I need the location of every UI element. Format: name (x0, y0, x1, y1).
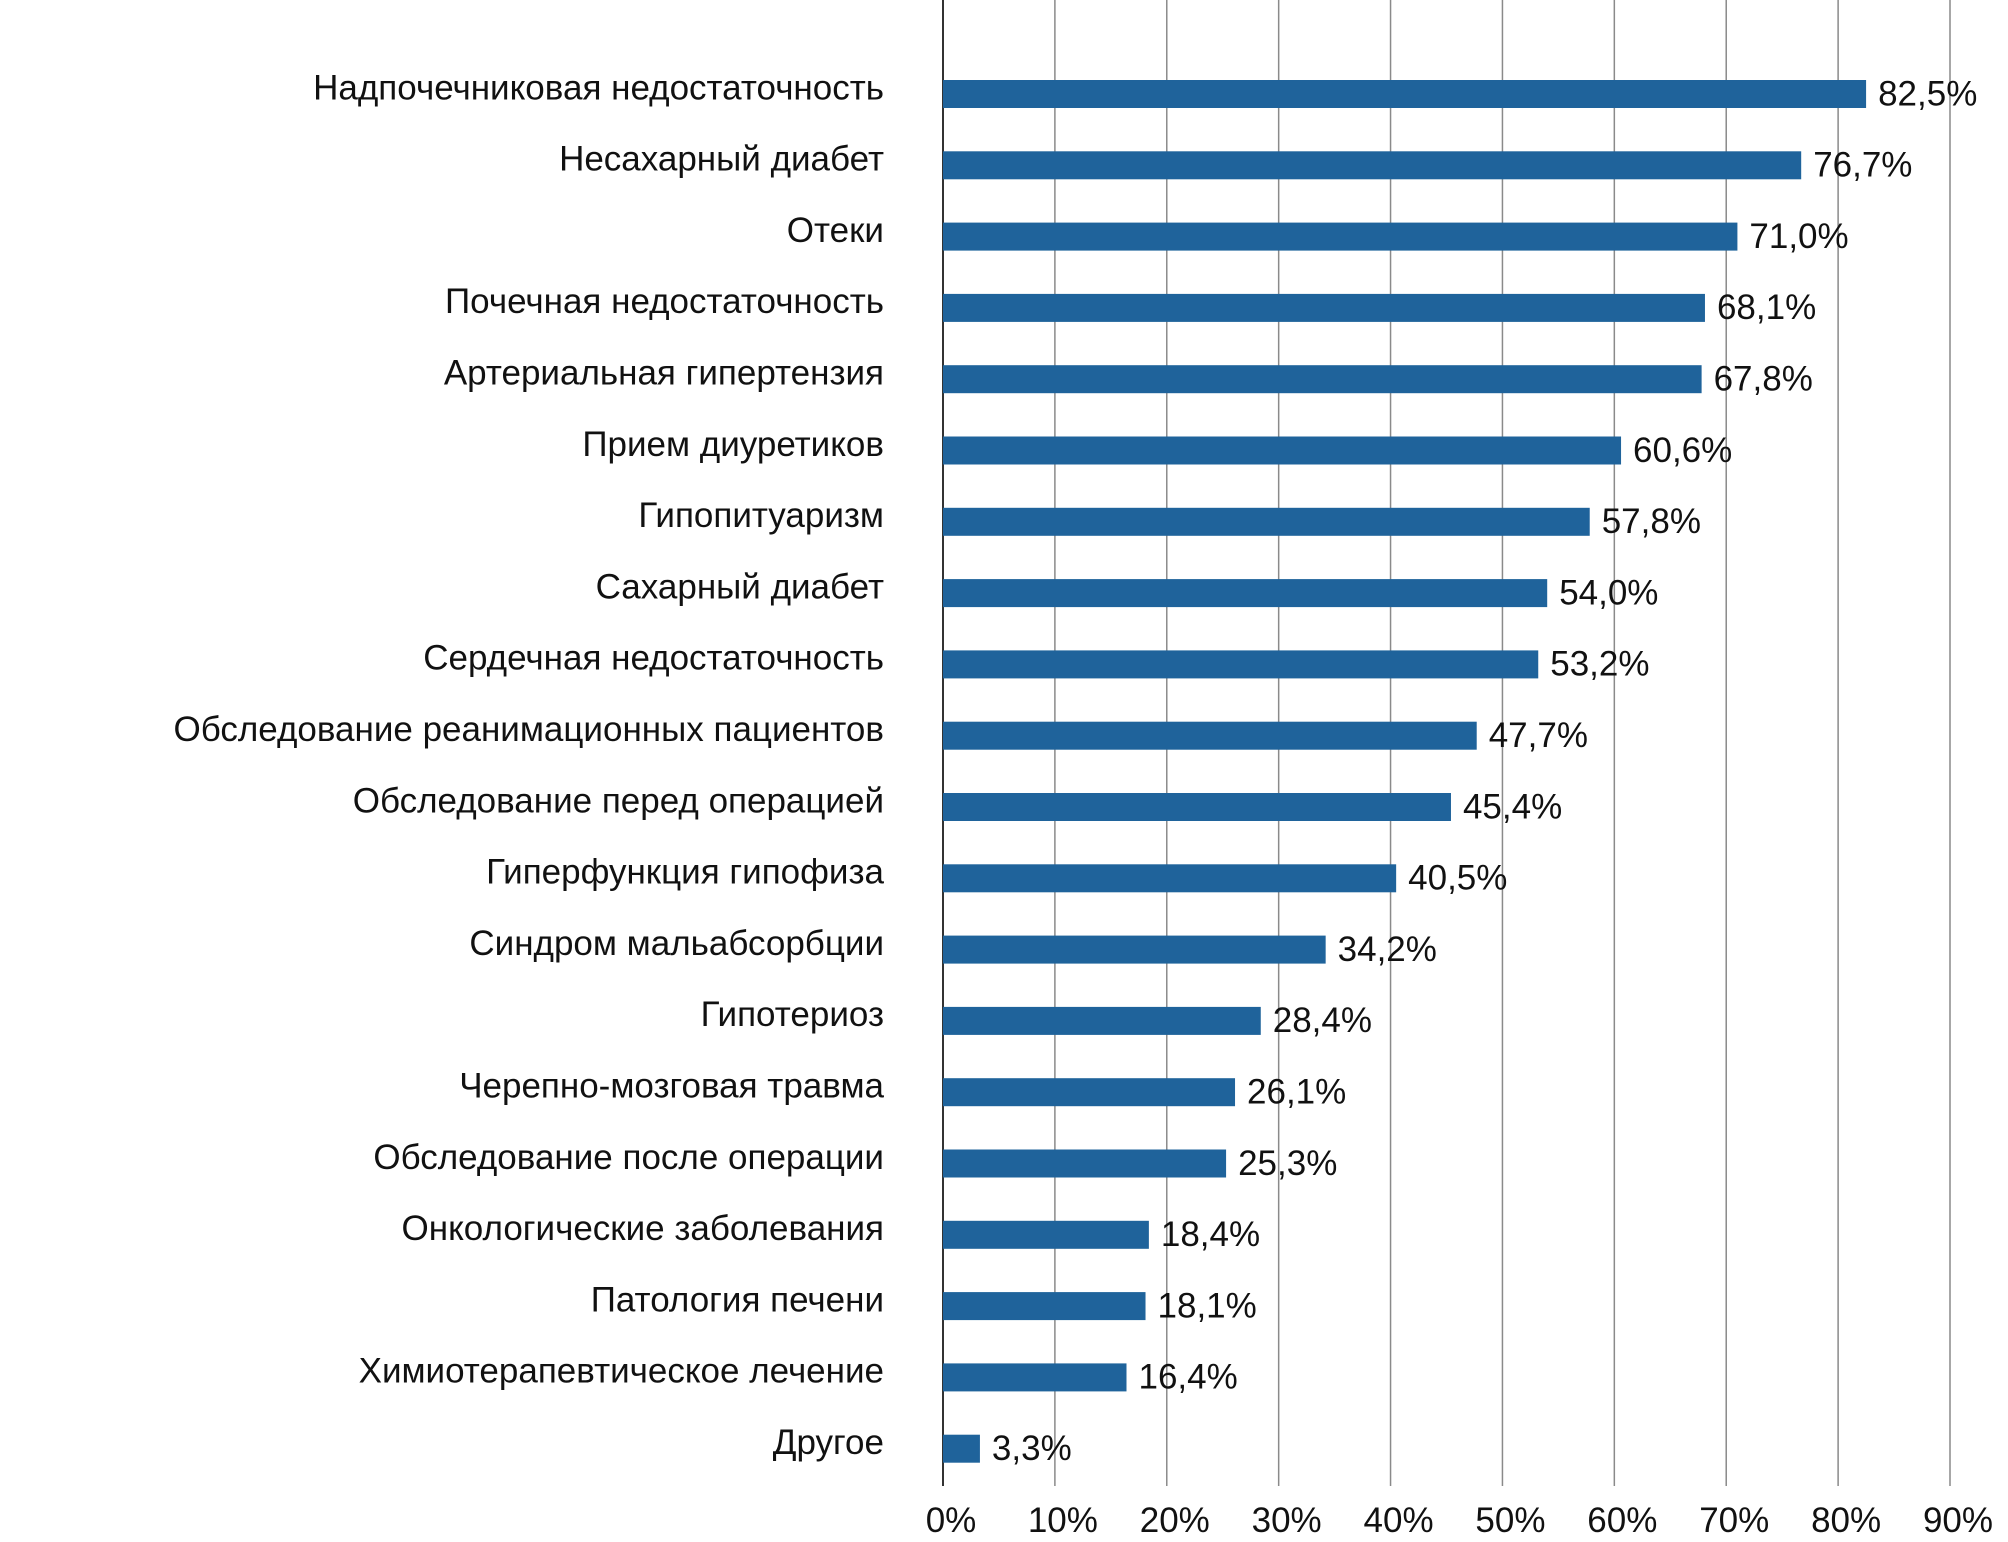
category-label: Синдром мальабсорбции (469, 924, 884, 963)
value-label: 60,6% (1633, 431, 1732, 470)
bar (943, 507, 1590, 536)
category-label: Обследование реанимационных пациентов (173, 710, 884, 749)
bar (943, 1078, 1236, 1107)
category-label: Химиотерапевтическое лечение (359, 1352, 884, 1391)
value-label: 45,4% (1463, 787, 1562, 826)
value-label: 3,3% (992, 1429, 1072, 1468)
bar (943, 1363, 1127, 1392)
value-label: 28,4% (1273, 1001, 1372, 1040)
bar (943, 793, 1451, 821)
x-tick-label: 70% (1699, 1501, 1769, 1540)
value-label: 57,8% (1602, 502, 1701, 541)
value-label: 18,1% (1158, 1286, 1257, 1325)
x-tick-label: 50% (1475, 1501, 1545, 1540)
bar (943, 365, 1702, 394)
x-tick-label: 80% (1811, 1501, 1881, 1540)
value-label: 82,5% (1878, 74, 1977, 113)
category-label: Обследование после операции (373, 1138, 884, 1177)
value-label: 16,4% (1138, 1358, 1237, 1397)
bar (943, 1220, 1149, 1249)
value-label: 40,5% (1408, 859, 1507, 898)
category-label: Гипотериоз (701, 995, 884, 1034)
value-label: 67,8% (1714, 359, 1813, 398)
category-label: Черепно-мозговая травма (459, 1066, 884, 1105)
x-tick-label: 20% (1140, 1501, 1210, 1540)
category-label: Сахарный диабет (596, 567, 884, 606)
category-label: Почечная недостаточность (445, 282, 884, 321)
x-tick-label: 10% (1028, 1501, 1098, 1540)
x-tick-label: 60% (1587, 1501, 1657, 1540)
bar (943, 721, 1477, 750)
bar (943, 650, 1539, 679)
bar (943, 151, 1802, 180)
bar (943, 579, 1548, 608)
category-label: Отеки (787, 211, 884, 250)
x-tick-label: 40% (1364, 1501, 1434, 1540)
x-tick-label: 90% (1923, 1501, 1993, 1540)
category-label: Онкологические заболевания (402, 1209, 884, 1248)
value-label: 76,7% (1813, 146, 1912, 185)
value-label: 54,0% (1559, 573, 1658, 612)
category-label: Прием диуретиков (582, 425, 884, 464)
bar (943, 1292, 1146, 1321)
x-tick-label: 0% (926, 1501, 977, 1540)
category-label: Другое (773, 1423, 884, 1462)
bar (943, 80, 1867, 108)
bar (943, 222, 1738, 251)
value-label: 26,1% (1247, 1072, 1346, 1111)
bar (943, 1149, 1227, 1178)
value-label: 34,2% (1338, 930, 1437, 969)
bar (943, 935, 1326, 964)
bar (943, 864, 1397, 893)
category-label: Сердечная недостаточность (423, 639, 884, 678)
value-label: 53,2% (1550, 645, 1649, 684)
category-label: Патология печени (591, 1280, 884, 1319)
category-label: Обследование перед операцией (353, 781, 884, 820)
category-label: Гиперфункция гипофиза (486, 853, 884, 892)
value-label: 25,3% (1238, 1144, 1337, 1183)
value-label: 71,0% (1749, 217, 1848, 256)
category-label: Несахарный диабет (559, 140, 884, 179)
value-label: 68,1% (1717, 288, 1816, 327)
bar (943, 293, 1705, 322)
bar (943, 1006, 1261, 1035)
value-label: 47,7% (1489, 716, 1588, 755)
bar (943, 436, 1622, 465)
category-label: Артериальная гипертензия (444, 353, 884, 392)
bar (943, 1434, 980, 1463)
category-label: Надпочечниковая недостаточность (313, 68, 884, 107)
value-label: 18,4% (1161, 1215, 1260, 1254)
category-label: Гипопитуаризм (638, 496, 884, 535)
x-tick-label: 30% (1252, 1501, 1322, 1540)
